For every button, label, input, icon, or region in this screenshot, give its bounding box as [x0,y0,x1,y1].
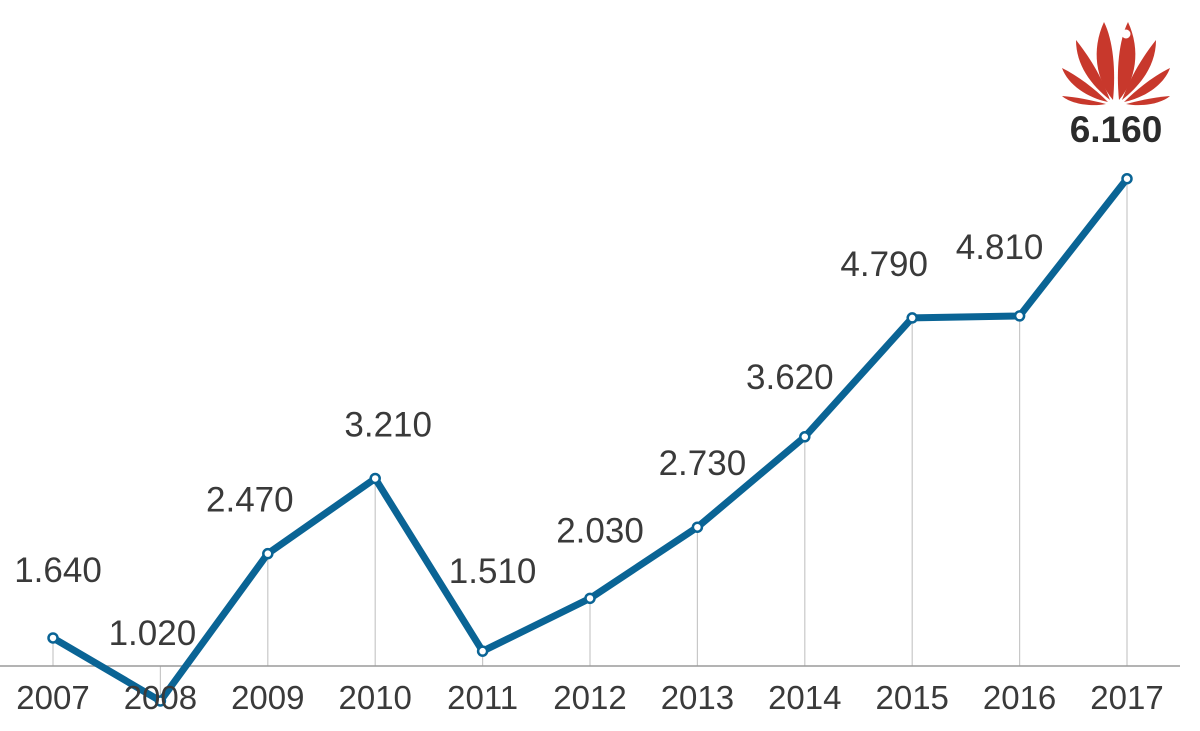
x-tick-label: 2009 [231,679,304,716]
x-tick-label: 2011 [447,679,518,716]
data-label: 2.470 [206,481,294,520]
x-tick-label: 2012 [553,679,626,716]
x-tick-label: 2016 [983,679,1056,716]
data-point [584,592,596,605]
x-tick-label: 2015 [875,679,948,716]
drop-lines [52,178,1128,701]
data-label: 4.790 [840,245,928,284]
x-tick-label: 2007 [16,679,89,716]
data-point [369,472,381,485]
x-tick-label: 2013 [661,679,734,716]
data-label: 1.510 [449,552,537,591]
data-point [799,431,811,443]
huawei-logo-icon [1062,22,1170,106]
data-label: 3.210 [344,405,432,444]
data-point [1121,172,1133,185]
data-point [154,695,167,707]
data-point [1013,310,1026,322]
data-label: 1.640 [14,551,102,590]
data-point [476,645,489,657]
data-label: 4.810 [956,228,1044,267]
x-tick-labels: 2007 2008 2009 2010 2011 2012 2013 2014 2015 2016… [16,679,1163,716]
x-tick-label: 2014 [768,679,841,716]
data-label: 2.730 [659,444,747,483]
data-point [47,632,59,644]
x-tick-label: 2017 [1090,679,1163,716]
data-point [691,521,704,533]
x-tick-label: 2008 [124,679,197,716]
data-label: 1.020 [109,614,197,653]
data-label: 6.160 [1070,109,1163,150]
data-point [906,312,918,324]
data-point [262,547,274,560]
x-tick-label: 2010 [338,679,411,716]
data-label: 2.030 [556,511,644,550]
data-label: 3.620 [746,358,834,397]
data-points [47,172,1133,707]
